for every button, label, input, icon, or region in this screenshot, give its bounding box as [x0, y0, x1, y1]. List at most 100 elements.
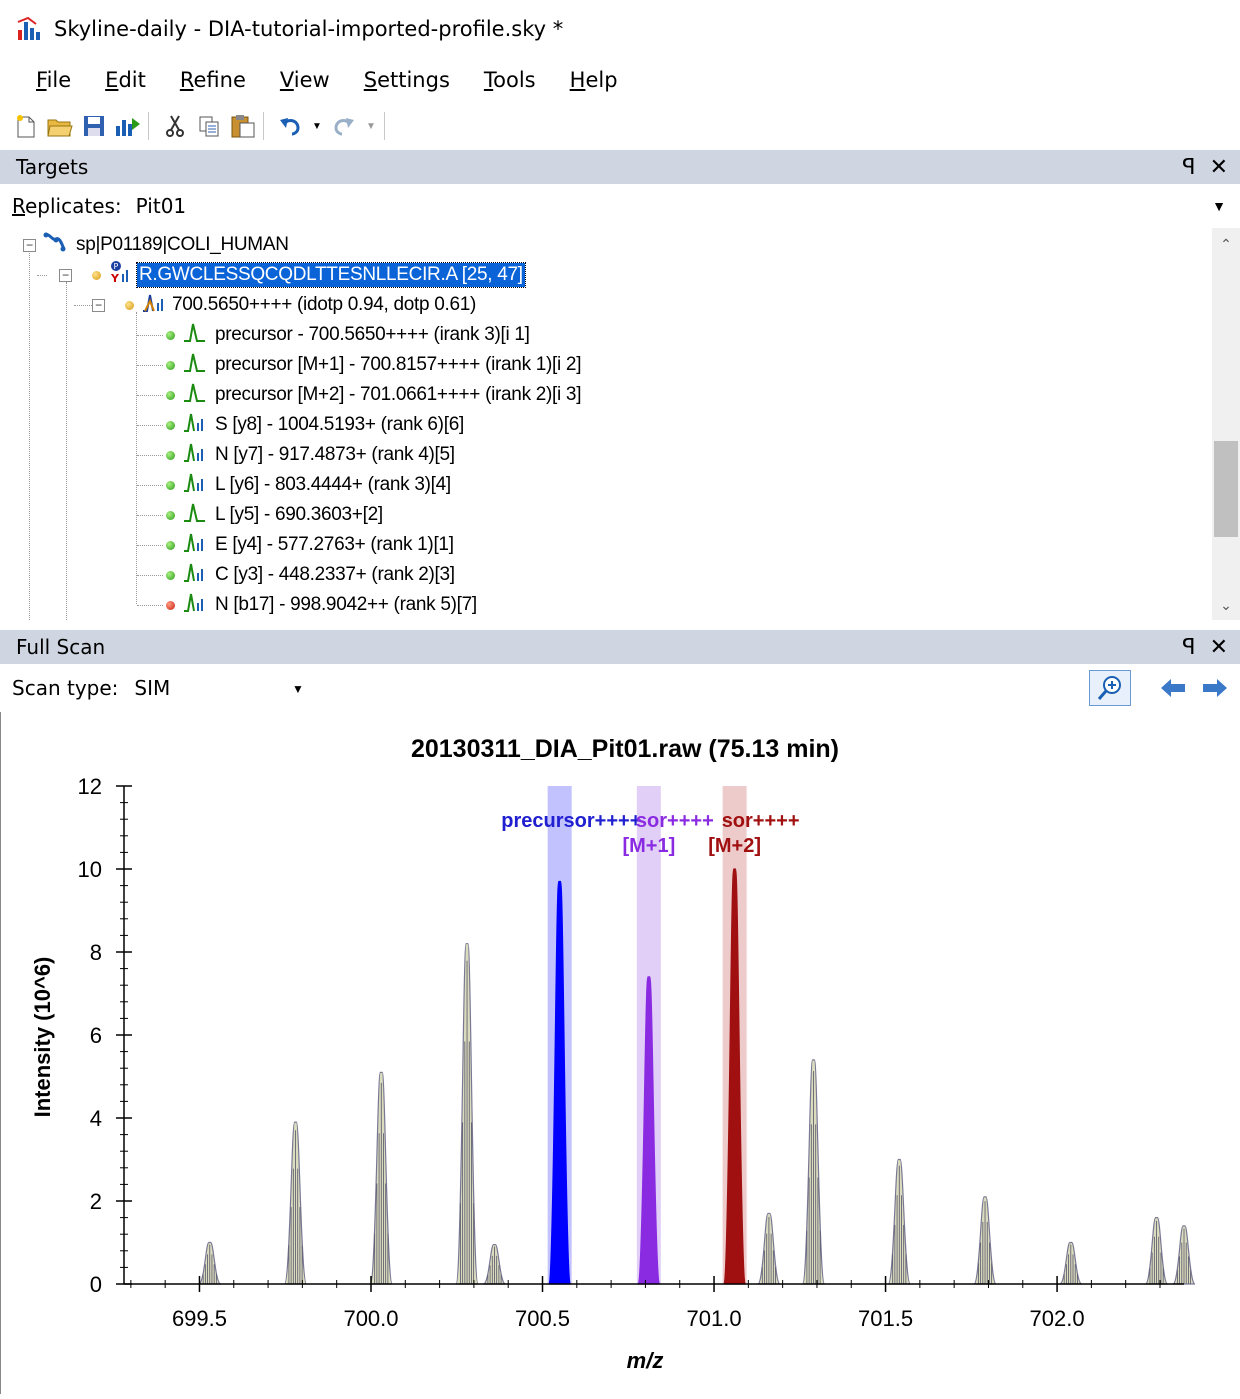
skyline-app-icon[interactable]	[16, 16, 46, 42]
scan-type-select[interactable]: SIM	[134, 676, 171, 700]
tree-node-transition[interactable]: precursor - 700.5650++++ (irank 3)[i 1]	[166, 320, 530, 350]
x-tick-label: 701.0	[687, 1306, 742, 1331]
status-dot-green	[166, 480, 175, 490]
chart-svg[interactable]: 20130311_DIA_Pit01.raw (75.13 min) 0 2 4 6 8…	[0, 712, 1240, 1394]
chart-axes: 0 2 4 6 8 10 12 699.5 700.0 700.5 701.0 701.5 702.0	[78, 774, 1184, 1331]
menu-file[interactable]: File	[36, 68, 72, 92]
open-folder-icon[interactable]	[46, 112, 74, 140]
protein-icon	[42, 231, 66, 259]
tree-node-transition[interactable]: C [y3] - 448.2337+ (rank 2)[3]	[166, 560, 455, 590]
copy-icon[interactable]	[195, 112, 223, 140]
tree-scrollbar[interactable]: ⌃ ⌄	[1212, 228, 1240, 620]
chevron-down-icon[interactable]: ▼	[1212, 198, 1226, 214]
y-tick-label: 2	[90, 1189, 102, 1214]
undo-dropdown-icon[interactable]: ▼	[312, 120, 322, 132]
arrow-left-icon[interactable]	[1158, 676, 1188, 700]
transition-label: precursor [M+1] - 700.8157++++ (irank 1)…	[215, 354, 582, 375]
chevron-down-icon[interactable]: ▼	[292, 682, 304, 696]
cut-icon[interactable]	[161, 112, 189, 140]
transition-label: precursor - 700.5650++++ (irank 3)[i 1]	[215, 324, 530, 345]
scrollbar-thumb[interactable]	[1214, 441, 1238, 537]
tree-connector	[137, 605, 163, 606]
status-dot-orange	[92, 270, 101, 280]
close-icon[interactable]: ✕	[1209, 154, 1228, 179]
tree-node-transition[interactable]: L [y5] - 690.3603+[2]	[166, 500, 383, 530]
spectrum-peak-icon	[183, 561, 207, 589]
menu-view[interactable]: View	[279, 68, 330, 92]
replicates-select[interactable]: Pit01	[135, 194, 187, 218]
window-title: Skyline-daily - DIA-tutorial-imported-pr…	[54, 17, 564, 41]
status-dot-green	[166, 330, 175, 340]
tree-node-protein[interactable]: − sp|P01189|COLI_HUMAN	[23, 230, 289, 260]
import-icon[interactable]	[114, 112, 142, 140]
panel-border	[0, 712, 1, 1394]
redo-dropdown-icon[interactable]: ▼	[366, 120, 376, 132]
arrow-right-icon[interactable]	[1200, 676, 1230, 700]
menu-tools[interactable]: Tools	[483, 68, 536, 92]
tree-node-transition[interactable]: precursor [M+2] - 701.0661++++ (irank 2)…	[166, 380, 581, 410]
tree-node-transition[interactable]: S [y8] - 1004.5193+ (rank 6)[6]	[166, 410, 464, 440]
pin-icon[interactable]: ꟼ	[1182, 154, 1196, 179]
peak-icon	[183, 501, 207, 529]
menu-edit[interactable]: Edit	[105, 68, 146, 92]
precursor-peak-icon	[142, 291, 166, 319]
tree-node-transition[interactable]: N [b17] - 998.9042++ (rank 5)[7]	[166, 590, 477, 620]
svg-text:P: P	[114, 262, 119, 271]
toolbar-separator	[148, 112, 149, 140]
y-axis-label: Intensity (10^6)	[30, 957, 55, 1118]
tree-node-transition[interactable]: L [y6] - 803.4444+ (rank 3)[4]	[166, 470, 451, 500]
spectrum-peak-icon	[183, 471, 207, 499]
close-icon[interactable]: ✕	[1209, 634, 1228, 659]
full-scan-chart[interactable]: 20130311_DIA_Pit01.raw (75.13 min) 0 2 4 6 8…	[0, 712, 1240, 1394]
targets-panel-title: Targets	[16, 155, 89, 179]
peptide-label: R.GWCLESSQCQDLTTESNLLECIR.A [25, 47]	[136, 262, 526, 288]
transition-label: L [y6] - 803.4444+ (rank 3)[4]	[215, 474, 451, 495]
peak-annotation: [M+2]	[708, 835, 761, 857]
toolbar-separator	[384, 112, 385, 140]
chart-title: 20130311_DIA_Pit01.raw (75.13 min)	[411, 735, 839, 763]
pin-icon[interactable]: ꟼ	[1182, 634, 1196, 659]
tree-node-transition[interactable]: N [y7] - 917.4873+ (rank 4)[5]	[166, 440, 455, 470]
spectrum-peak-icon	[183, 411, 207, 439]
tree-node-precursor[interactable]: − 700.5650++++ (idotp 0.94, dotp 0.61)	[92, 290, 476, 320]
y-tick-label: 12	[78, 774, 102, 799]
transition-label: N [y7] - 917.4873+ (rank 4)[5]	[215, 444, 455, 465]
spectrum-peak	[637, 976, 661, 1285]
menu-settings[interactable]: Settings	[363, 68, 450, 92]
spectrum-peaks	[198, 868, 1196, 1285]
spectrum-peak	[548, 880, 572, 1285]
save-icon[interactable]	[80, 112, 108, 140]
replicates-label: Replicates:	[12, 194, 122, 218]
scroll-down-icon[interactable]: ⌄	[1220, 597, 1232, 613]
paste-icon[interactable]	[229, 112, 257, 140]
status-dot-green	[166, 390, 175, 400]
tree-node-transition[interactable]: precursor [M+1] - 700.8157++++ (irank 1)…	[166, 350, 581, 380]
precursor-label: 700.5650++++ (idotp 0.94, dotp 0.61)	[172, 294, 477, 315]
collapse-icon[interactable]: −	[59, 268, 72, 282]
status-dot-green	[166, 540, 175, 550]
spectrum-peak-icon	[183, 591, 207, 619]
menu-help[interactable]: Help	[569, 68, 618, 92]
peak-icon	[183, 381, 207, 409]
tree-connector	[37, 275, 47, 276]
spectrum-peak-icon	[183, 441, 207, 469]
zoom-icon[interactable]	[1089, 670, 1131, 706]
x-tick-label: 699.5	[172, 1306, 227, 1331]
tree-connector	[29, 250, 30, 620]
status-dot-green	[166, 510, 175, 520]
scroll-up-icon[interactable]: ⌃	[1220, 236, 1232, 252]
peak-icon	[183, 351, 207, 379]
tree-node-transition[interactable]: E [y4] - 577.2763+ (rank 1)[1]	[166, 530, 454, 560]
transition-label: C [y3] - 448.2337+ (rank 2)[3]	[215, 564, 455, 585]
tree-connector	[137, 425, 163, 426]
undo-icon[interactable]	[276, 112, 304, 140]
collapse-icon[interactable]: −	[92, 298, 105, 312]
transition-label: L [y5] - 690.3603+[2]	[215, 504, 383, 525]
status-dot-orange	[125, 300, 134, 310]
redo-icon[interactable]	[330, 112, 358, 140]
menu-refine[interactable]: Refine	[179, 68, 246, 92]
collapse-icon[interactable]: −	[23, 238, 36, 252]
new-file-icon[interactable]	[12, 112, 40, 140]
